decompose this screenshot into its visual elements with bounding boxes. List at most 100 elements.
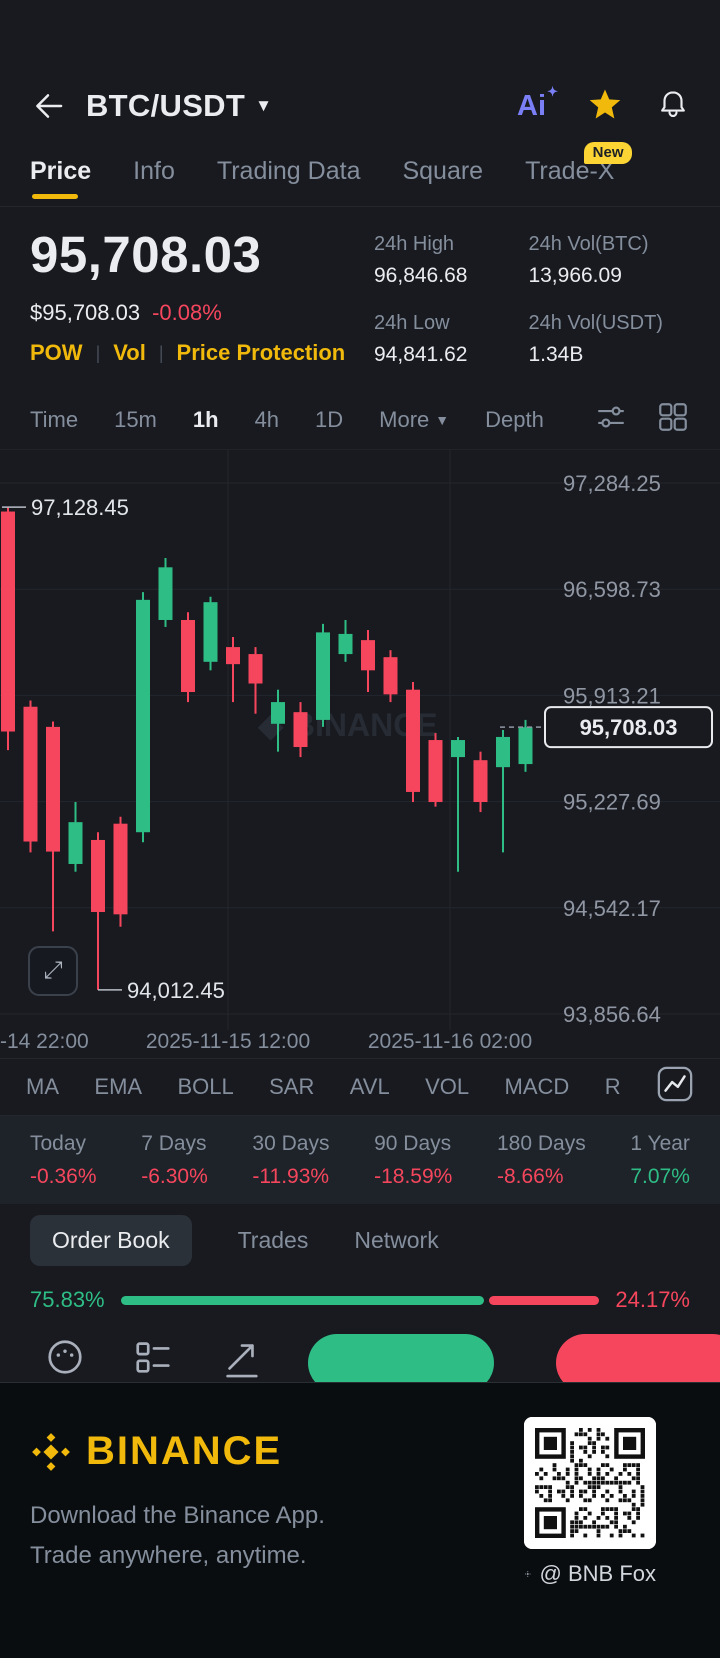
svg-text:93,856.64: 93,856.64 bbox=[563, 1002, 661, 1027]
tag-divider: | bbox=[158, 342, 164, 363]
fiat-row: $95,708.03 -0.08% bbox=[30, 300, 374, 326]
perf-label: Today bbox=[30, 1131, 87, 1155]
fiat-price: $95,708.03 bbox=[30, 300, 141, 325]
tag-vol[interactable]: Vol bbox=[113, 340, 146, 365]
sell-percentage: 24.17% bbox=[615, 1287, 690, 1312]
ratio-bar bbox=[120, 1295, 600, 1305]
indicator-ema[interactable]: EMA bbox=[94, 1074, 143, 1099]
stat-label: 24h High bbox=[374, 233, 455, 255]
chart-canvas: ◆ BINANCE97,128.4594,012.4597,284.2596,5… bbox=[0, 450, 720, 1030]
footer-line1: Download the Binance App. bbox=[30, 1502, 325, 1529]
star-icon bbox=[589, 89, 621, 118]
stat-24h-low: 24h Low 94,841.62 bbox=[374, 312, 514, 367]
ai-assistant-button[interactable]: Ai ✦ bbox=[517, 84, 558, 123]
ticker-panel: 95,708.03 $95,708.03 -0.08% POW | Vol | … bbox=[0, 207, 720, 391]
tab-network[interactable]: Network bbox=[354, 1226, 439, 1253]
perf-value: -0.36% bbox=[30, 1164, 97, 1188]
footer-left: BINANCE Download the Binance App. Trade … bbox=[30, 1417, 524, 1658]
tab-info[interactable]: Info bbox=[133, 156, 175, 185]
indicator-avl[interactable]: AVL bbox=[349, 1074, 390, 1099]
perf-label: 1 Year bbox=[630, 1131, 690, 1155]
timeframe-time[interactable]: Time bbox=[30, 407, 79, 432]
tab-order-book[interactable]: Order Book bbox=[30, 1214, 192, 1266]
indicator-sar[interactable]: SAR bbox=[269, 1074, 315, 1099]
perf-today: Today -0.36% bbox=[30, 1132, 97, 1189]
buy-button[interactable] bbox=[308, 1334, 494, 1382]
timeframe-1d[interactable]: 1D bbox=[315, 407, 344, 432]
perf-value: -11.93% bbox=[252, 1164, 330, 1188]
stat-label: 24h Vol(USDT) bbox=[528, 312, 663, 334]
stat-value: 13,966.09 bbox=[528, 264, 622, 287]
stat-label: 24h Vol(BTC) bbox=[528, 233, 649, 255]
orderbook-button[interactable] bbox=[132, 1334, 174, 1382]
footer: BINANCE Download the Binance App. Trade … bbox=[0, 1382, 720, 1658]
display-settings-button[interactable] bbox=[594, 400, 628, 440]
svg-text:95,227.69: 95,227.69 bbox=[563, 790, 661, 815]
perf-label: 90 Days bbox=[374, 1131, 452, 1155]
footer-right: @ BNB Fox bbox=[524, 1417, 656, 1658]
ticker-stats: 24h High 96,846.68 24h Vol(BTC) 13,966.0… bbox=[374, 225, 690, 391]
layout-button[interactable] bbox=[656, 400, 690, 440]
back-button[interactable] bbox=[30, 88, 66, 124]
qr-code bbox=[524, 1417, 656, 1549]
depth-button[interactable]: Depth bbox=[485, 407, 544, 432]
last-price: 95,708.03 bbox=[30, 226, 262, 283]
svg-text:94,012.45: 94,012.45 bbox=[127, 978, 225, 1003]
indicator-boll[interactable]: BOLL bbox=[177, 1074, 234, 1099]
indicator-r[interactable]: R bbox=[604, 1074, 621, 1099]
indicator-settings-button[interactable] bbox=[656, 1065, 694, 1109]
favorite-star-button[interactable] bbox=[588, 87, 622, 126]
buy-percentage: 75.83% bbox=[30, 1287, 105, 1312]
svg-text:95,708.03: 95,708.03 bbox=[580, 715, 678, 740]
perf-value: -18.59% bbox=[374, 1164, 453, 1188]
kline-chart-icon bbox=[657, 1066, 693, 1102]
token-tags: POW | Vol | Price Protection bbox=[30, 340, 374, 366]
x-tick: 2025-11-16 02:00 bbox=[367, 1030, 533, 1053]
transfer-button[interactable] bbox=[220, 1334, 262, 1382]
sell-button[interactable] bbox=[556, 1334, 720, 1382]
indicator-vol[interactable]: VOL bbox=[425, 1074, 470, 1099]
stat-value: 94,841.62 bbox=[374, 343, 468, 366]
stat-label: 24h Low bbox=[374, 312, 450, 334]
tab-trading-data[interactable]: Trading Data bbox=[216, 156, 361, 185]
perf-7d: 7 Days -6.30% bbox=[141, 1132, 208, 1189]
perf-90d: 90 Days -18.59% bbox=[374, 1132, 452, 1189]
perf-value: 7.07% bbox=[630, 1164, 690, 1188]
ticker-left: 95,708.03 $95,708.03 -0.08% POW | Vol | … bbox=[30, 225, 374, 391]
tab-square[interactable]: Square bbox=[402, 156, 484, 185]
stat-value: 1.34B bbox=[528, 343, 584, 366]
more-timeframes-button[interactable]: More ▼ bbox=[379, 407, 449, 433]
notifications-button[interactable] bbox=[656, 87, 690, 126]
svg-text:97,284.25: 97,284.25 bbox=[563, 471, 661, 496]
tab-price[interactable]: Price bbox=[30, 136, 91, 206]
bottom-action-bar bbox=[0, 1324, 720, 1382]
tag-price-protection[interactable]: Price Protection bbox=[176, 340, 346, 365]
indicator-ma[interactable]: MA bbox=[26, 1074, 59, 1099]
tab-trades[interactable]: Trades bbox=[237, 1226, 309, 1253]
gauge-icon bbox=[48, 1340, 82, 1374]
svg-text:95,913.21: 95,913.21 bbox=[563, 683, 661, 708]
pair-selector[interactable]: BTC/USDT ▼ bbox=[86, 88, 272, 124]
watermark-credit: @ BNB Fox bbox=[524, 1561, 656, 1587]
indicator-bar: MA EMA BOLL SAR AVL VOL MACD R bbox=[0, 1058, 720, 1116]
indicator-macd[interactable]: MACD bbox=[504, 1074, 570, 1099]
tab-trade-x[interactable]: Trade-X New bbox=[525, 136, 633, 206]
alerts-button[interactable] bbox=[44, 1334, 86, 1382]
chart-x-axis: -14 22:00 2025-11-15 12:00 2025-11-16 02… bbox=[0, 1030, 720, 1058]
perf-label: 7 Days bbox=[141, 1131, 207, 1155]
expand-icon: ⤢ bbox=[43, 957, 63, 984]
grid-icon bbox=[659, 403, 687, 431]
performance-panel: Today -0.36% 7 Days -6.30% 30 Days -11.9… bbox=[0, 1116, 720, 1204]
timeframe-15m[interactable]: 15m bbox=[114, 407, 157, 432]
x-tick: 2025-11-15 12:00 bbox=[145, 1030, 311, 1053]
x-tick: -14 22:00 bbox=[0, 1030, 89, 1053]
timeframe-4h[interactable]: 4h bbox=[254, 407, 280, 432]
sliders-icon bbox=[598, 406, 624, 428]
fullscreen-button[interactable]: ⤢ bbox=[28, 946, 78, 996]
chevron-down-icon: ▼ bbox=[435, 412, 450, 428]
timeframe-1h[interactable]: 1h bbox=[192, 407, 219, 432]
tag-pow[interactable]: POW bbox=[30, 340, 83, 365]
candlestick-chart[interactable]: ◆ BINANCE 97,128.45 94,012.45 97,284.25 96,5… bbox=[0, 450, 720, 1030]
footer-line2: Trade anywhere, anytime. bbox=[30, 1542, 307, 1569]
